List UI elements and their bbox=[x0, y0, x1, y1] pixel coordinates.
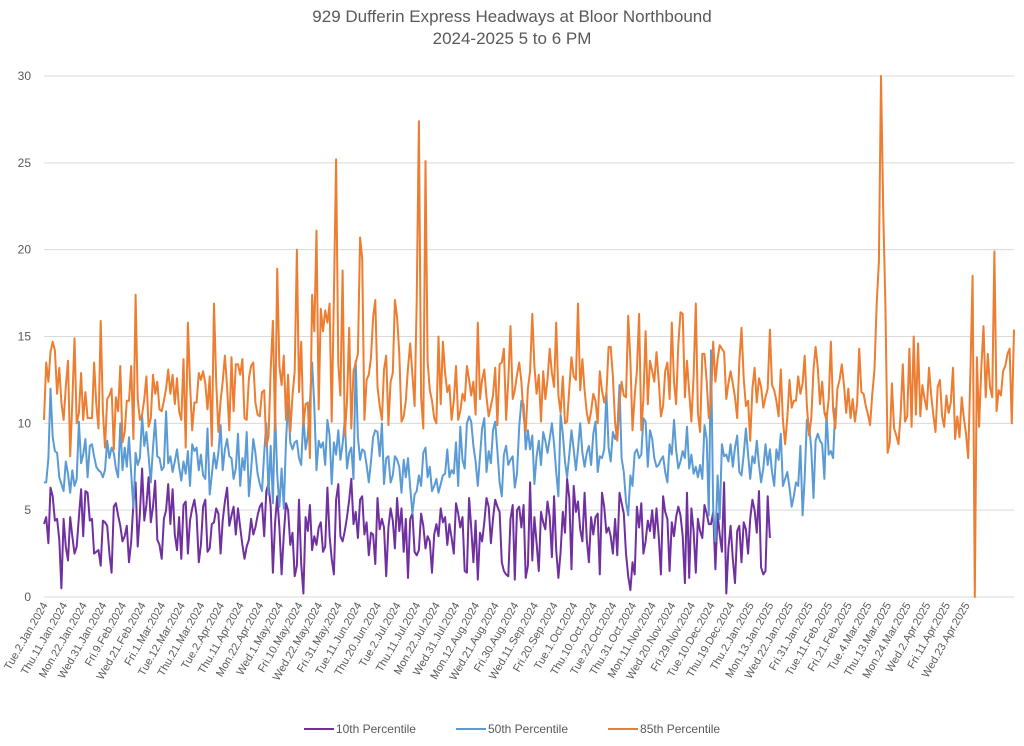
legend-swatch-10th bbox=[303, 728, 334, 730]
legend-swatch-85th bbox=[608, 728, 639, 730]
legend-label-50th: 50th Percentile bbox=[487, 722, 569, 736]
series-line-85th bbox=[43, 75, 1015, 598]
legend-item-10th: 10th Percentile bbox=[303, 722, 416, 736]
y-tick-label: 15 bbox=[18, 330, 32, 344]
legend-item-85th: 85th Percentile bbox=[608, 722, 720, 736]
series-line-50th bbox=[44, 349, 837, 543]
legend-label-85th: 85th Percentile bbox=[640, 722, 721, 736]
chart-title-block: 929 Dufferin Express Headways at Bloor N… bbox=[0, 6, 1024, 50]
y-tick-label: 10 bbox=[18, 416, 32, 430]
y-tick-label: 5 bbox=[24, 503, 31, 517]
chart-subtitle: 2024-2025 5 to 6 PM bbox=[432, 29, 592, 48]
y-tick-label: 20 bbox=[18, 243, 32, 257]
x-axis-ticks: Tue.2.Jan.2024Thu.11.Jan.2024Mon.22.Jan.… bbox=[2, 601, 972, 683]
y-tick-label: 25 bbox=[18, 156, 32, 170]
line-chart: 0 5 10 15 20 25 30 Tue.2.Jan.2024Thu.11.Jan.20… bbox=[2, 69, 1015, 683]
legend-swatch-50th bbox=[455, 728, 486, 730]
series-line-10th bbox=[43, 467, 771, 595]
legend-item-50th: 50th Percentile bbox=[455, 722, 569, 736]
series-lines bbox=[43, 75, 1015, 598]
y-tick-label: 30 bbox=[18, 69, 32, 83]
chart-title: 929 Dufferin Express Headways at Bloor N… bbox=[312, 7, 712, 26]
y-tick-label: 0 bbox=[24, 590, 31, 604]
legend: 10th Percentile 50th Percentile 85th Per… bbox=[0, 722, 1024, 736]
y-axis-ticks: 0 5 10 15 20 25 30 bbox=[18, 69, 32, 604]
legend-label-10th: 10th Percentile bbox=[335, 722, 416, 736]
